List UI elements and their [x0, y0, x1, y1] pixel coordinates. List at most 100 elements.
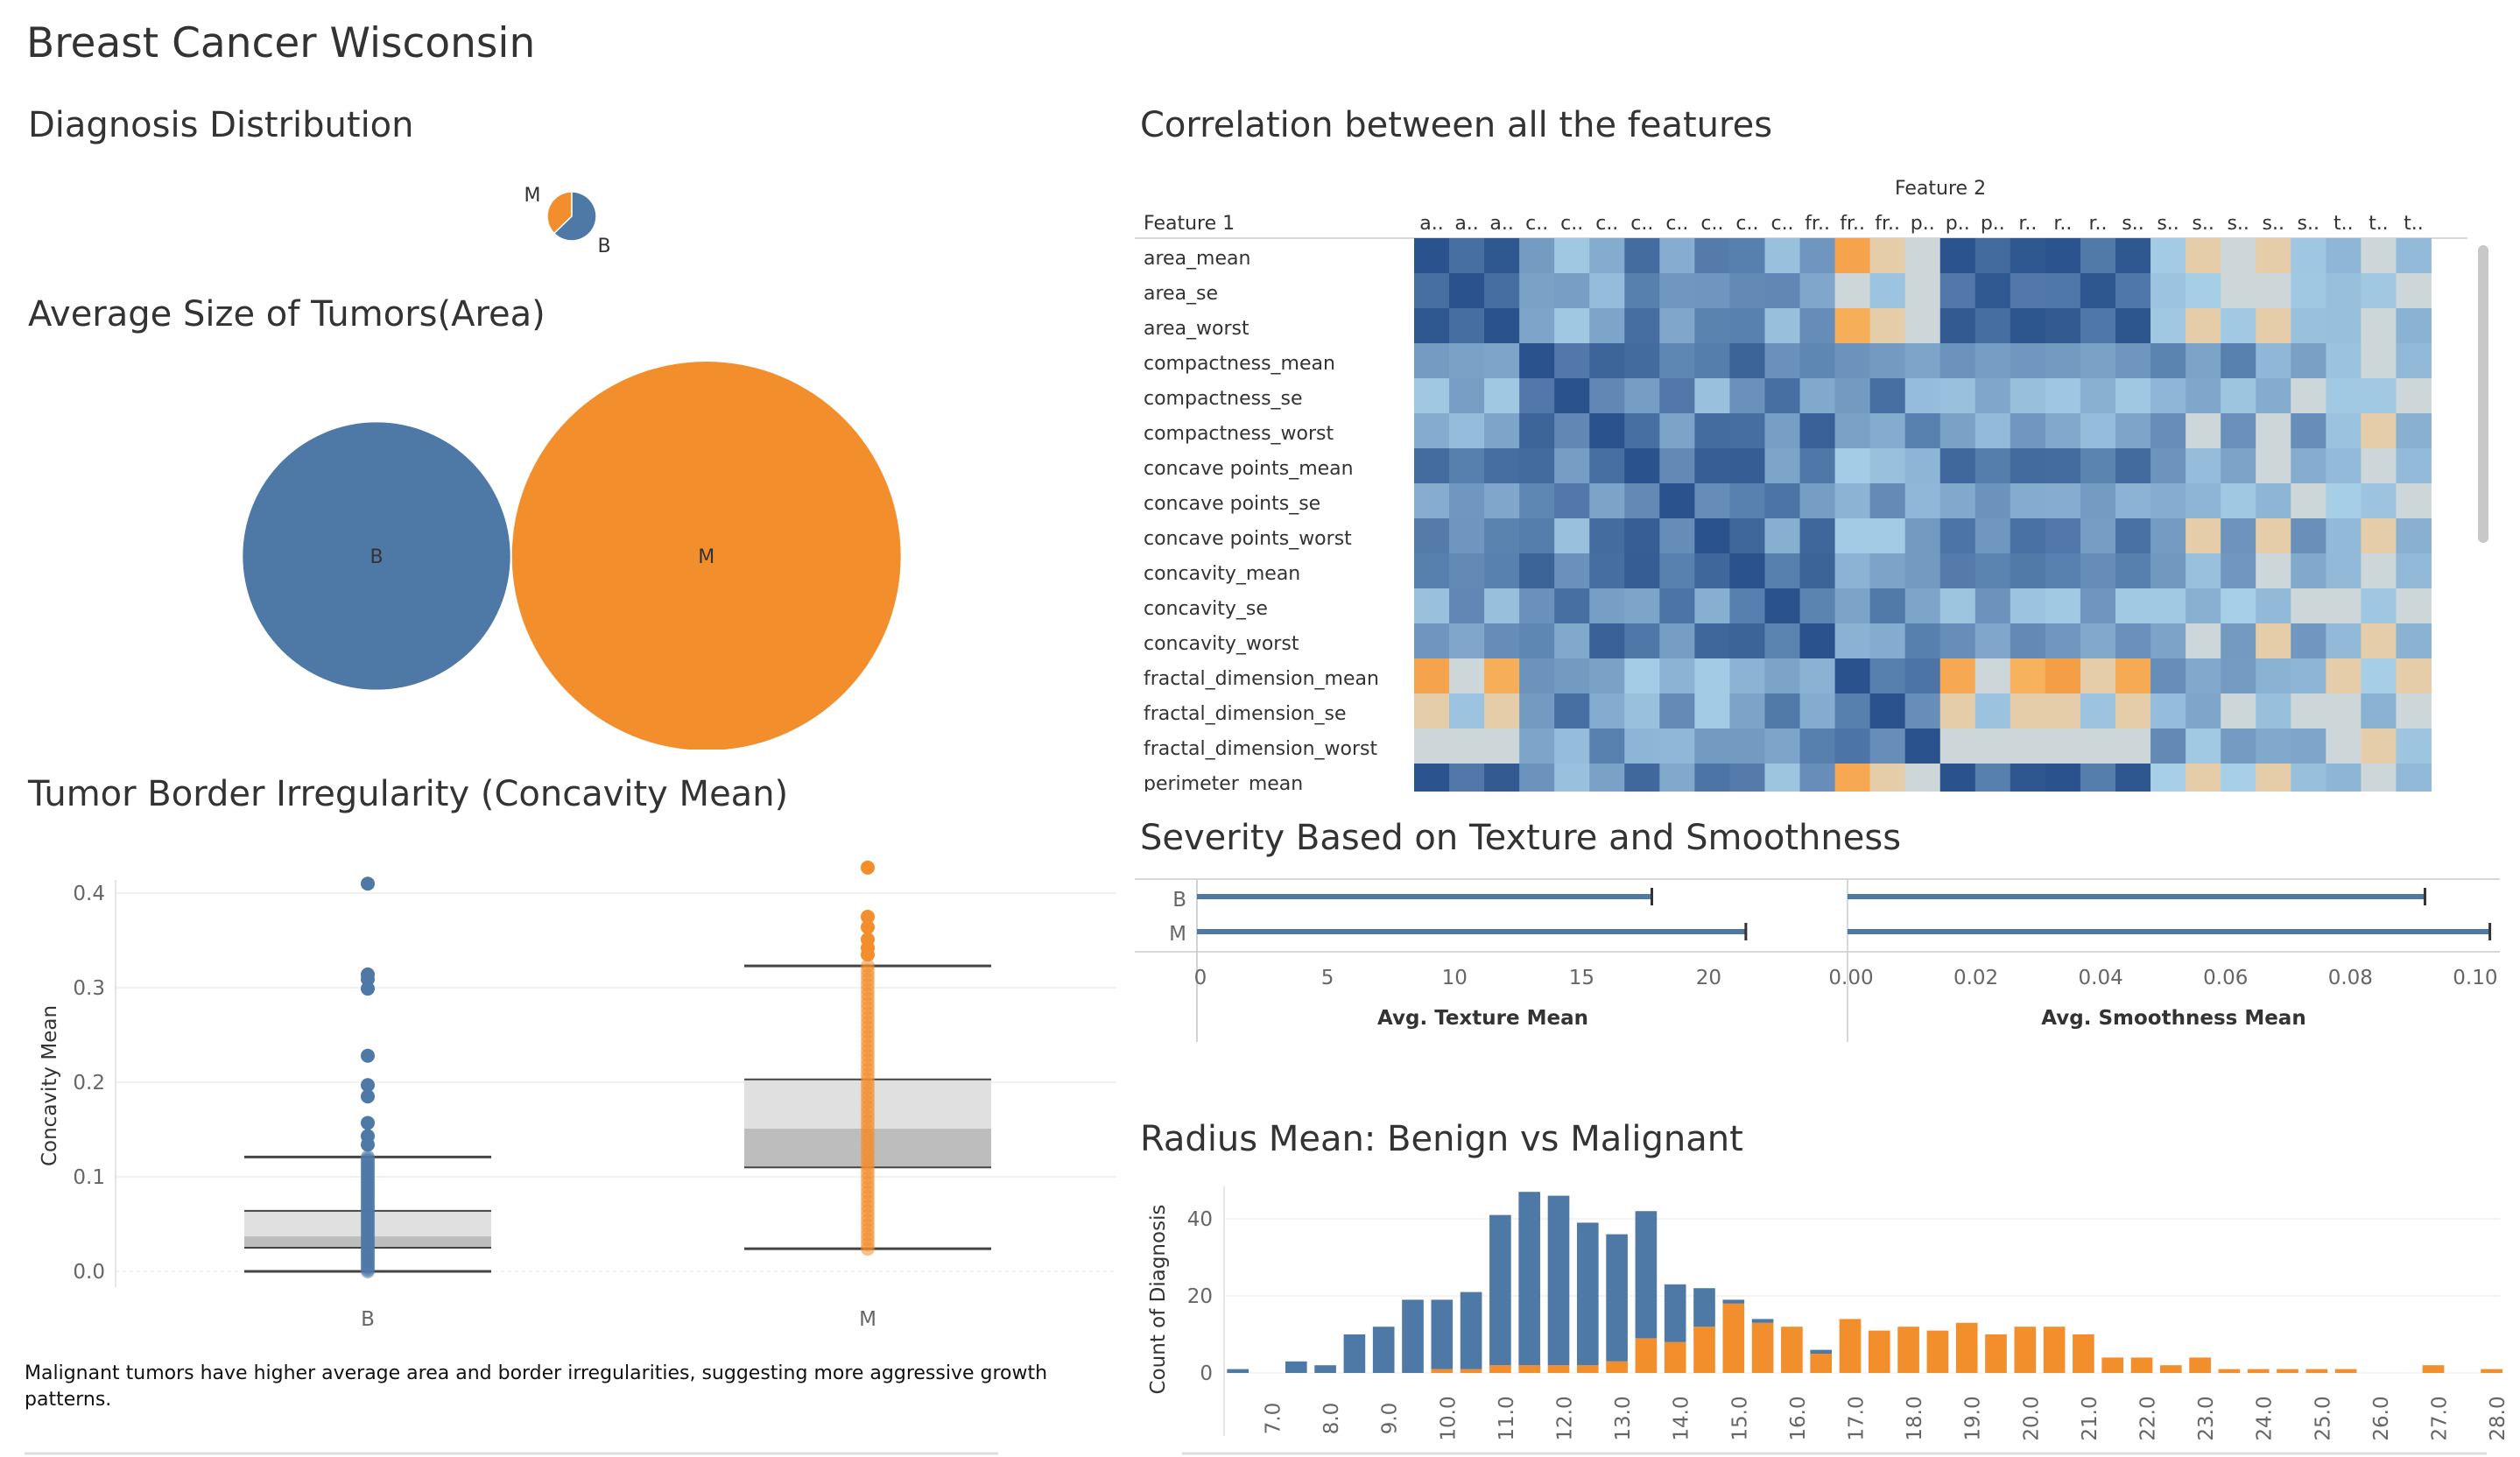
heatmap-cell[interactable] [1414, 658, 1450, 694]
heatmap-cell[interactable] [2010, 483, 2046, 519]
heatmap-cell[interactable] [2115, 343, 2151, 379]
heatmap-cell[interactable] [1799, 413, 1836, 449]
radius-bar-m[interactable] [1955, 1322, 1978, 1373]
heatmap-scrollbar[interactable] [2478, 245, 2488, 543]
heatmap-cell[interactable] [2221, 764, 2256, 799]
heatmap-cell[interactable] [2291, 448, 2326, 484]
heatmap-cell[interactable] [1869, 553, 1906, 589]
heatmap-cell[interactable] [1729, 764, 1765, 799]
heatmap-cell[interactable] [2186, 623, 2221, 659]
heatmap-cell[interactable] [1729, 693, 1765, 729]
heatmap-cell[interactable] [1484, 518, 1520, 554]
heatmap-cell[interactable] [2010, 308, 2046, 344]
heatmap-cell[interactable] [2010, 273, 2046, 309]
heatmap-cell[interactable] [1904, 378, 1941, 414]
heatmap-cell[interactable] [2010, 378, 2046, 414]
heatmap-cell[interactable] [1694, 658, 1730, 694]
heatmap-cell[interactable] [1799, 623, 1836, 659]
bubble-m[interactable] [511, 362, 901, 750]
heatmap-cell[interactable] [1414, 588, 1450, 624]
heatmap-cell[interactable] [1869, 413, 1906, 449]
heatmap-cell[interactable] [2221, 553, 2256, 589]
box-outlier[interactable] [361, 1078, 375, 1093]
heatmap-cell[interactable] [2256, 553, 2291, 589]
heatmap-cell[interactable] [1939, 623, 1976, 659]
heatmap-cell[interactable] [1414, 238, 1450, 274]
heatmap-cell[interactable] [2326, 483, 2362, 519]
heatmap-cell[interactable] [1589, 448, 1625, 484]
heatmap-cell[interactable] [1904, 764, 1941, 799]
heatmap-cell[interactable] [2150, 238, 2186, 274]
heatmap-cell[interactable] [1414, 693, 1450, 729]
heatmap-cell[interactable] [1729, 483, 1765, 519]
heatmap-cell[interactable] [2045, 448, 2081, 484]
heatmap-cell[interactable] [1554, 378, 1590, 414]
heatmap-cell[interactable] [2115, 273, 2151, 309]
heatmap-cell[interactable] [2396, 623, 2432, 659]
heatmap-cell[interactable] [1869, 588, 1906, 624]
radius-bar-b[interactable] [1402, 1299, 1424, 1373]
heatmap-cell[interactable] [2361, 448, 2397, 484]
heatmap-cell[interactable] [1834, 518, 1871, 554]
heatmap-cell[interactable] [1414, 308, 1450, 344]
heatmap-cell[interactable] [1659, 378, 1695, 414]
heatmap-cell[interactable] [1974, 308, 2011, 344]
heatmap-cell[interactable] [1554, 273, 1590, 309]
heatmap-cell[interactable] [1414, 343, 1450, 379]
heatmap-cell[interactable] [1869, 693, 1906, 729]
heatmap-cell[interactable] [2080, 518, 2116, 554]
heatmap-cell[interactable] [2396, 378, 2432, 414]
heatmap-cell[interactable] [1904, 623, 1941, 659]
heatmap-cell[interactable] [2150, 693, 2186, 729]
heatmap-cell[interactable] [1554, 308, 1590, 344]
heatmap-cell[interactable] [2396, 273, 2432, 309]
heatmap-cell[interactable] [2115, 238, 2151, 274]
heatmap-cell[interactable] [2396, 238, 2432, 274]
heatmap-cell[interactable] [2080, 588, 2116, 624]
heatmap-cell[interactable] [2326, 764, 2362, 799]
box-outlier[interactable] [361, 1137, 375, 1152]
heatmap-cell[interactable] [1834, 273, 1871, 309]
heatmap-cell[interactable] [2221, 728, 2256, 764]
heatmap-cell[interactable] [1554, 623, 1590, 659]
heatmap-cell[interactable] [1484, 728, 1520, 764]
heatmap-cell[interactable] [2326, 553, 2362, 589]
radius-bar-b[interactable] [1372, 1327, 1395, 1373]
heatmap-cell[interactable] [2326, 343, 2362, 379]
heatmap-cell[interactable] [1834, 238, 1871, 274]
heatmap-cell[interactable] [1659, 764, 1695, 799]
box-outlier[interactable] [361, 982, 375, 996]
radius-bar-b[interactable] [1635, 1211, 1658, 1339]
heatmap-cell[interactable] [1764, 378, 1801, 414]
heatmap-cell[interactable] [2256, 448, 2291, 484]
heatmap-cell[interactable] [2080, 238, 2116, 274]
heatmap-cell[interactable] [2045, 343, 2081, 379]
heatmap-cell[interactable] [2080, 764, 2116, 799]
heatmap-cell[interactable] [1694, 693, 1730, 729]
heatmap-cell[interactable] [1729, 343, 1765, 379]
heatmap-cell[interactable] [1554, 764, 1590, 799]
heatmap-cell[interactable] [1834, 308, 1871, 344]
heatmap-cell[interactable] [2361, 553, 2397, 589]
heatmap-cell[interactable] [1519, 483, 1555, 519]
heatmap-cell[interactable] [1484, 658, 1520, 694]
heatmap-cell[interactable] [1484, 448, 1520, 484]
heatmap-cell[interactable] [1519, 448, 1555, 484]
heatmap-cell[interactable] [1554, 518, 1590, 554]
heatmap-cell[interactable] [1799, 764, 1836, 799]
radius-bar-m[interactable] [1781, 1327, 1803, 1373]
heatmap-cell[interactable] [1694, 623, 1730, 659]
heatmap-cell[interactable] [2396, 658, 2432, 694]
heatmap-cell[interactable] [2115, 553, 2151, 589]
heatmap-cell[interactable] [1834, 693, 1871, 729]
radius-bar-b[interactable] [1489, 1214, 1511, 1366]
heatmap-cell[interactable] [1939, 693, 1976, 729]
box-outlier[interactable] [361, 1048, 375, 1063]
heatmap-cell[interactable] [1939, 483, 1976, 519]
heatmap-cell[interactable] [2326, 623, 2362, 659]
heatmap-cell[interactable] [1764, 693, 1801, 729]
heatmap-cell[interactable] [1659, 693, 1695, 729]
heatmap-cell[interactable] [1834, 378, 1871, 414]
heatmap-cell[interactable] [1624, 378, 1660, 414]
heatmap-cell[interactable] [1764, 483, 1801, 519]
